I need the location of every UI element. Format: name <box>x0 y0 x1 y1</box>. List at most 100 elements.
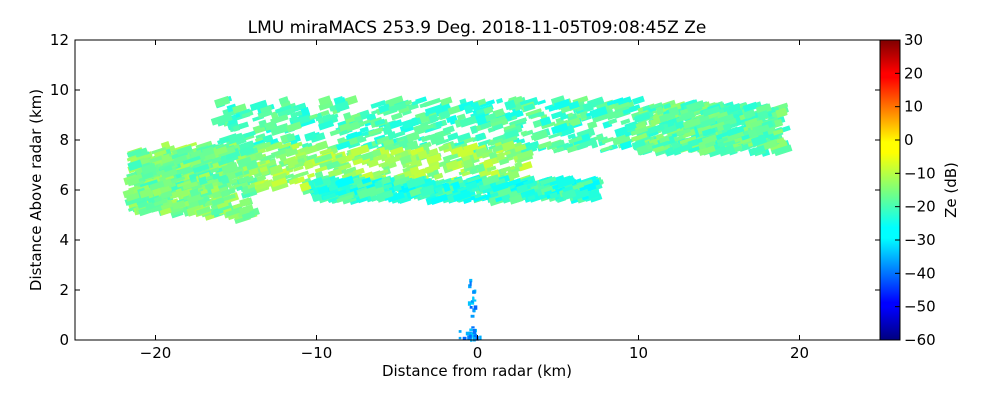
y-tick-label: 12 <box>50 31 69 49</box>
echo-cell <box>702 105 721 117</box>
echo-cell <box>477 99 496 109</box>
echo-cell <box>483 106 494 115</box>
echo-cell <box>558 124 575 137</box>
echo-cell <box>182 155 201 165</box>
echo-cell <box>651 140 669 149</box>
echo-cell <box>186 192 204 204</box>
echo-cell <box>632 95 645 105</box>
echo-cell <box>624 120 639 132</box>
echo-cell <box>146 155 163 165</box>
echo-cell <box>757 110 769 121</box>
echo-cell <box>613 101 630 111</box>
echo-cell <box>548 131 563 140</box>
echo-cell <box>201 146 215 157</box>
echo-cell <box>462 142 479 154</box>
echo-cell <box>733 145 743 153</box>
x-tick-label: 0 <box>473 344 483 362</box>
echo-cell <box>718 144 736 157</box>
echo-cell <box>729 130 745 140</box>
echo-cell <box>481 174 500 186</box>
echo-cell <box>225 207 241 217</box>
echo-cell <box>161 153 171 161</box>
echo-cell <box>211 186 229 199</box>
echo-cell <box>390 112 403 121</box>
echo-cell <box>504 129 520 141</box>
echo-cell <box>525 108 542 117</box>
echo-region-left-slanted-edge <box>122 140 260 225</box>
echo-cell <box>291 143 300 150</box>
echo-cell <box>494 177 506 186</box>
colorbar-tick-label: 20 <box>904 64 923 82</box>
echo-cell <box>160 200 174 210</box>
echo-cell <box>410 146 425 156</box>
echo-cell <box>422 179 436 188</box>
echo-cell <box>313 176 324 187</box>
echo-cell <box>290 170 309 180</box>
echo-cell <box>386 154 403 165</box>
echo-cell <box>507 170 520 181</box>
echo-cell <box>245 160 259 171</box>
echo-cell <box>274 104 292 114</box>
echo-cell <box>715 130 732 140</box>
echo-cell <box>472 296 475 301</box>
echo-cell <box>676 128 691 137</box>
echo-region-upper-cloud-layer <box>210 95 645 155</box>
echo-cell <box>426 153 442 165</box>
echo-cell <box>606 97 624 106</box>
echo-cell <box>469 306 473 309</box>
echo-cell <box>401 117 419 130</box>
echo-cell <box>317 185 330 195</box>
echo-cell <box>189 188 200 197</box>
echo-cell <box>357 186 377 200</box>
echo-cell <box>487 138 504 146</box>
y-tick-label: 0 <box>59 331 69 349</box>
echo-cell <box>675 115 689 123</box>
echo-cell <box>469 281 472 286</box>
echo-cell <box>278 141 292 150</box>
echo-cell <box>435 120 443 128</box>
echo-cell <box>249 99 268 112</box>
echo-cell <box>516 184 529 194</box>
echo-cell <box>232 103 247 114</box>
echo-cell <box>467 335 471 340</box>
echo-cell <box>137 201 149 209</box>
echo-cell <box>393 176 411 187</box>
echo-cell <box>286 133 296 143</box>
echo-cell <box>579 110 589 120</box>
echo-cell <box>374 118 386 127</box>
echo-cell <box>310 132 326 143</box>
colorbar-tick-label: −60 <box>904 331 936 349</box>
echo-cell <box>503 178 521 188</box>
echo-cell <box>775 107 788 119</box>
echo-cell <box>547 139 565 149</box>
echo-cell <box>553 98 571 111</box>
echo-cell <box>368 127 385 136</box>
echo-cell <box>161 178 173 188</box>
echo-cell <box>470 332 475 336</box>
echo-cell <box>434 185 446 193</box>
echo-cell <box>158 162 175 171</box>
echo-cell <box>539 176 557 186</box>
echo-cell <box>500 166 512 174</box>
echo-cell <box>491 181 509 193</box>
echo-cell <box>590 98 605 107</box>
echo-cell <box>750 134 768 147</box>
echo-cell <box>239 197 251 208</box>
echo-cell <box>213 146 228 156</box>
colorbar-tick-label: −30 <box>904 231 936 249</box>
echo-cell <box>389 119 403 130</box>
echo-cell <box>338 122 351 132</box>
echo-cell <box>234 171 243 177</box>
echo-cell <box>516 149 534 161</box>
echo-cell <box>278 153 287 162</box>
echo-cell <box>367 158 379 168</box>
echo-cell <box>344 112 362 124</box>
echo-cell <box>209 167 220 174</box>
echo-cell <box>701 127 717 137</box>
echo-cell <box>469 125 478 135</box>
echo-cell <box>552 146 565 154</box>
echo-cell <box>663 103 672 110</box>
echo-cell <box>313 153 333 164</box>
echo-cell <box>649 102 663 110</box>
